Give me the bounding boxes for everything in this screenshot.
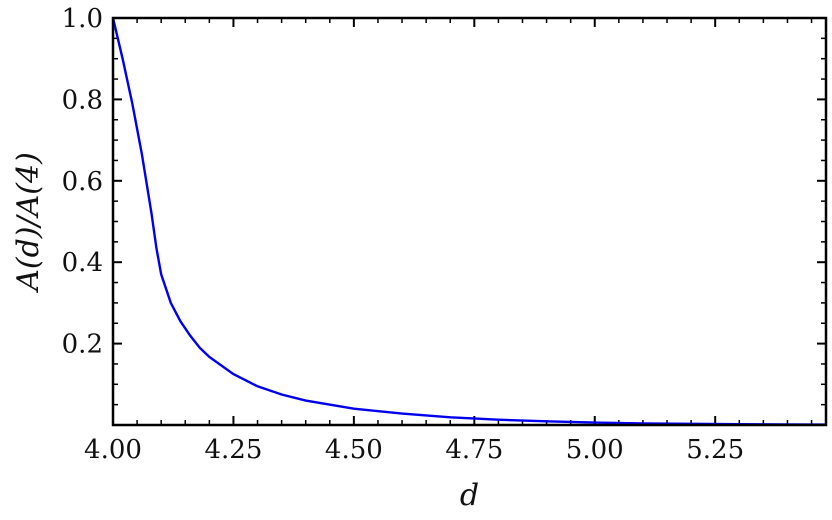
series-line <box>111 17 827 426</box>
y-axis-label: A(d)/A(4) <box>11 152 46 294</box>
x-tick-label: 4.25 <box>204 435 262 465</box>
plot-frame <box>111 16 828 427</box>
y-tick-label: 0.4 <box>62 248 103 278</box>
x-tick-label: 4.75 <box>445 435 503 465</box>
y-tick-label: 0.6 <box>62 167 103 197</box>
x-tick-label: 4.50 <box>325 435 383 465</box>
y-tick-label: 0.8 <box>62 85 103 115</box>
x-tick-label: 5.00 <box>566 435 624 465</box>
y-tick-label: 0.2 <box>62 330 103 360</box>
y-tick-label: 1.0 <box>62 4 103 34</box>
x-axis-label: d <box>460 478 479 513</box>
x-tick-labels: 4.00 4.25 4.50 4.75 5.00 5.25 <box>84 435 744 465</box>
x-tick-label: 5.25 <box>686 435 744 465</box>
x-tick-label: 4.00 <box>84 435 142 465</box>
y-tick-labels: 0.2 0.4 0.6 0.8 1.0 <box>62 4 103 360</box>
